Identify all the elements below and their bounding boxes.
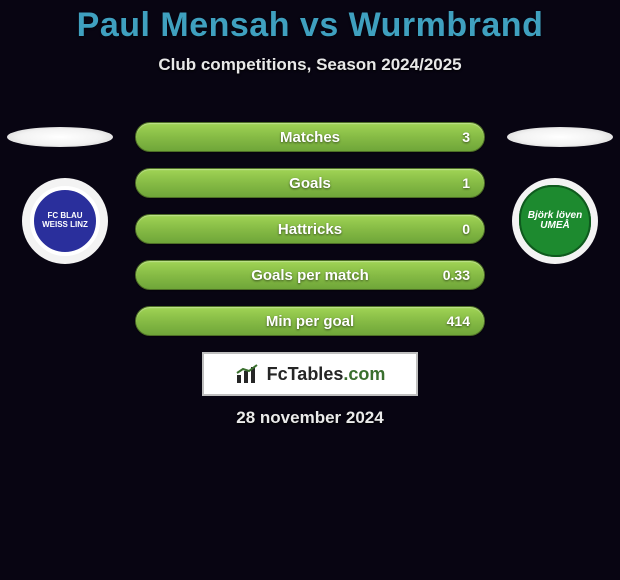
brand-text: FcTables.com bbox=[267, 364, 386, 385]
stat-value: 414 bbox=[447, 313, 470, 329]
brand-box[interactable]: FcTables.com bbox=[202, 352, 418, 396]
player-right-photo bbox=[507, 127, 613, 147]
club-logo-right: Björk löven UMEÅ bbox=[512, 178, 598, 264]
date-line: 28 november 2024 bbox=[0, 408, 620, 428]
stat-label: Min per goal bbox=[266, 313, 354, 330]
stat-label: Goals per match bbox=[251, 267, 369, 284]
stats-container: Matches 3 Goals 1 Hattricks 0 Goals per … bbox=[135, 122, 485, 352]
club-logo-left: FC BLAU WEISS LINZ bbox=[22, 178, 108, 264]
stat-row-goals-per-match: Goals per match 0.33 bbox=[135, 260, 485, 290]
brand-chart-icon bbox=[235, 363, 261, 385]
stat-row-matches: Matches 3 bbox=[135, 122, 485, 152]
stat-value: 3 bbox=[462, 129, 470, 145]
club-badge-right: Björk löven UMEÅ bbox=[519, 185, 591, 257]
player-left-photo bbox=[7, 127, 113, 147]
stat-row-goals: Goals 1 bbox=[135, 168, 485, 198]
page-title: Paul Mensah vs Wurmbrand bbox=[0, 0, 620, 45]
brand-name: FcTables bbox=[267, 364, 344, 384]
stat-label: Goals bbox=[289, 175, 331, 192]
stat-value: 0 bbox=[462, 221, 470, 237]
stat-row-min-per-goal: Min per goal 414 bbox=[135, 306, 485, 336]
stat-row-hattricks: Hattricks 0 bbox=[135, 214, 485, 244]
stat-label: Hattricks bbox=[278, 221, 342, 238]
stat-value: 1 bbox=[462, 175, 470, 191]
brand-suffix: .com bbox=[343, 364, 385, 384]
page-subtitle: Club competitions, Season 2024/2025 bbox=[0, 55, 620, 75]
stat-value: 0.33 bbox=[443, 267, 470, 283]
stat-label: Matches bbox=[280, 129, 340, 146]
club-badge-left: FC BLAU WEISS LINZ bbox=[30, 186, 100, 256]
